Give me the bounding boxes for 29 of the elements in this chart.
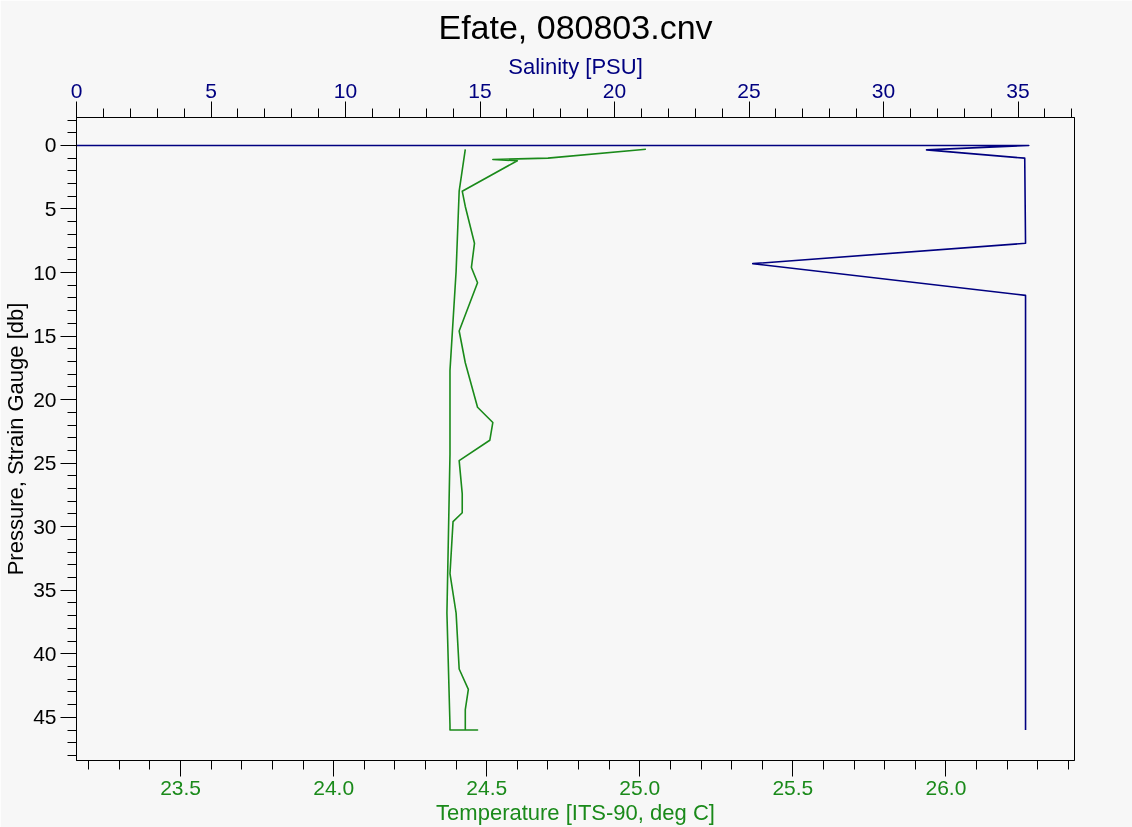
y-axis-title: Pressure, Strain Gauge [db] — [3, 302, 29, 576]
y-tick-label: 15 — [33, 324, 57, 348]
y-tick-label: 40 — [33, 641, 57, 665]
y-tick-label: 35 — [33, 578, 57, 602]
x-tick-label: 24.5 — [466, 775, 508, 799]
chart-title: Efate, 080803.cnv — [438, 7, 713, 46]
x2-tick-label: 25 — [737, 78, 761, 102]
y-tick-label: 10 — [33, 260, 57, 284]
x2-tick-label: 35 — [1006, 78, 1030, 102]
x2-tick-label: 10 — [333, 78, 358, 102]
x2-tick-label: 20 — [602, 78, 627, 102]
x-tick-label: 25.0 — [619, 775, 661, 799]
line-series — [446, 148, 647, 731]
y-tick-label: 25 — [33, 451, 57, 475]
y-tick-label: 30 — [33, 514, 57, 538]
x-tick-label: 24.0 — [313, 775, 355, 799]
y-tick-label: 20 — [33, 387, 57, 411]
x-tick-label: 26.0 — [925, 775, 967, 799]
x2-tick-label: 5 — [205, 78, 217, 102]
x2-tick-label: 30 — [871, 78, 896, 102]
x-tick-label: 25.5 — [772, 775, 814, 799]
x2-axis-title: Salinity [PSU] — [508, 53, 643, 79]
x2-tick-label: 0 — [70, 78, 83, 102]
x-tick-label: 23.5 — [160, 775, 202, 799]
x-axis-title: Temperature [ITS-90, deg C] — [436, 799, 715, 825]
y-tick-label: 45 — [33, 705, 57, 729]
x2-tick-label: 15 — [468, 78, 492, 102]
y-tick-label: 5 — [44, 196, 57, 220]
y-tick-label: 0 — [44, 133, 57, 157]
